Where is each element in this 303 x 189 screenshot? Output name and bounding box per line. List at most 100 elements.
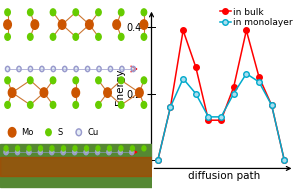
Circle shape <box>5 9 10 16</box>
Circle shape <box>141 101 147 108</box>
Circle shape <box>84 150 88 155</box>
Circle shape <box>17 66 21 72</box>
Circle shape <box>119 146 123 151</box>
in bulk <box>207 119 210 121</box>
in bulk <box>257 76 261 78</box>
in bulk <box>219 119 223 121</box>
in bulk <box>181 29 185 32</box>
Circle shape <box>96 33 101 40</box>
Circle shape <box>74 66 78 72</box>
Circle shape <box>28 66 32 72</box>
Circle shape <box>27 146 31 151</box>
Circle shape <box>73 146 77 151</box>
Text: Mo: Mo <box>21 128 34 137</box>
Circle shape <box>104 88 112 97</box>
Circle shape <box>50 101 56 108</box>
Circle shape <box>118 150 122 155</box>
Circle shape <box>15 146 19 151</box>
Circle shape <box>73 77 78 84</box>
Circle shape <box>73 9 78 16</box>
Circle shape <box>28 77 33 84</box>
Circle shape <box>118 33 124 40</box>
Circle shape <box>96 146 100 151</box>
Circle shape <box>140 20 148 29</box>
Circle shape <box>40 88 48 97</box>
Bar <box>0 157 152 176</box>
Circle shape <box>86 20 93 29</box>
Circle shape <box>50 150 54 155</box>
in bulk <box>245 29 248 32</box>
in monolayer <box>181 77 185 80</box>
in monolayer <box>194 92 198 95</box>
Circle shape <box>113 20 120 29</box>
Circle shape <box>141 33 147 40</box>
Circle shape <box>15 150 19 155</box>
Circle shape <box>8 88 16 97</box>
Circle shape <box>5 66 10 72</box>
in monolayer <box>169 106 172 108</box>
Line: in monolayer: in monolayer <box>155 71 287 163</box>
Circle shape <box>97 66 101 72</box>
Circle shape <box>118 9 124 16</box>
Circle shape <box>63 66 67 72</box>
Circle shape <box>28 101 33 108</box>
Circle shape <box>50 9 56 16</box>
Circle shape <box>141 9 147 16</box>
Circle shape <box>4 150 8 155</box>
Circle shape <box>46 129 51 136</box>
in monolayer <box>219 116 223 118</box>
Circle shape <box>107 150 111 155</box>
Circle shape <box>85 66 90 72</box>
Circle shape <box>96 101 101 108</box>
Circle shape <box>118 101 124 108</box>
Text: Cu: Cu <box>88 128 99 137</box>
Circle shape <box>8 128 16 137</box>
Legend: in bulk, in monolayer: in bulk, in monolayer <box>219 7 294 28</box>
Circle shape <box>58 20 66 29</box>
Circle shape <box>73 150 77 155</box>
Circle shape <box>131 146 135 151</box>
in bulk <box>194 66 198 68</box>
Text: S: S <box>58 128 63 137</box>
in monolayer <box>207 116 210 118</box>
Circle shape <box>4 146 8 151</box>
Circle shape <box>130 150 134 155</box>
Circle shape <box>76 129 82 136</box>
in monolayer <box>257 81 261 83</box>
Circle shape <box>51 66 55 72</box>
Circle shape <box>5 33 10 40</box>
in bulk <box>169 106 172 108</box>
Circle shape <box>27 150 31 155</box>
Circle shape <box>50 77 56 84</box>
in monolayer <box>245 73 248 75</box>
X-axis label: diffusion path: diffusion path <box>188 171 260 181</box>
Circle shape <box>136 88 143 97</box>
Circle shape <box>61 150 65 155</box>
Circle shape <box>38 146 42 151</box>
Circle shape <box>4 20 12 29</box>
in monolayer <box>156 159 160 161</box>
in monolayer <box>232 92 235 95</box>
Y-axis label: Energy: Energy <box>115 69 125 105</box>
Circle shape <box>73 101 78 108</box>
Circle shape <box>50 146 54 151</box>
Circle shape <box>31 20 39 29</box>
Circle shape <box>131 66 135 72</box>
Circle shape <box>96 9 101 16</box>
Circle shape <box>141 77 147 84</box>
Circle shape <box>108 66 113 72</box>
in bulk <box>156 159 160 161</box>
Circle shape <box>96 77 101 84</box>
Circle shape <box>108 146 112 151</box>
Circle shape <box>62 146 65 151</box>
Circle shape <box>95 150 99 155</box>
Circle shape <box>50 33 56 40</box>
Line: in bulk: in bulk <box>155 28 287 163</box>
in monolayer <box>282 159 286 161</box>
Bar <box>0 144 152 187</box>
in bulk <box>232 86 235 88</box>
Circle shape <box>40 66 44 72</box>
in bulk <box>270 104 274 106</box>
Circle shape <box>85 146 88 151</box>
in bulk <box>282 159 286 161</box>
